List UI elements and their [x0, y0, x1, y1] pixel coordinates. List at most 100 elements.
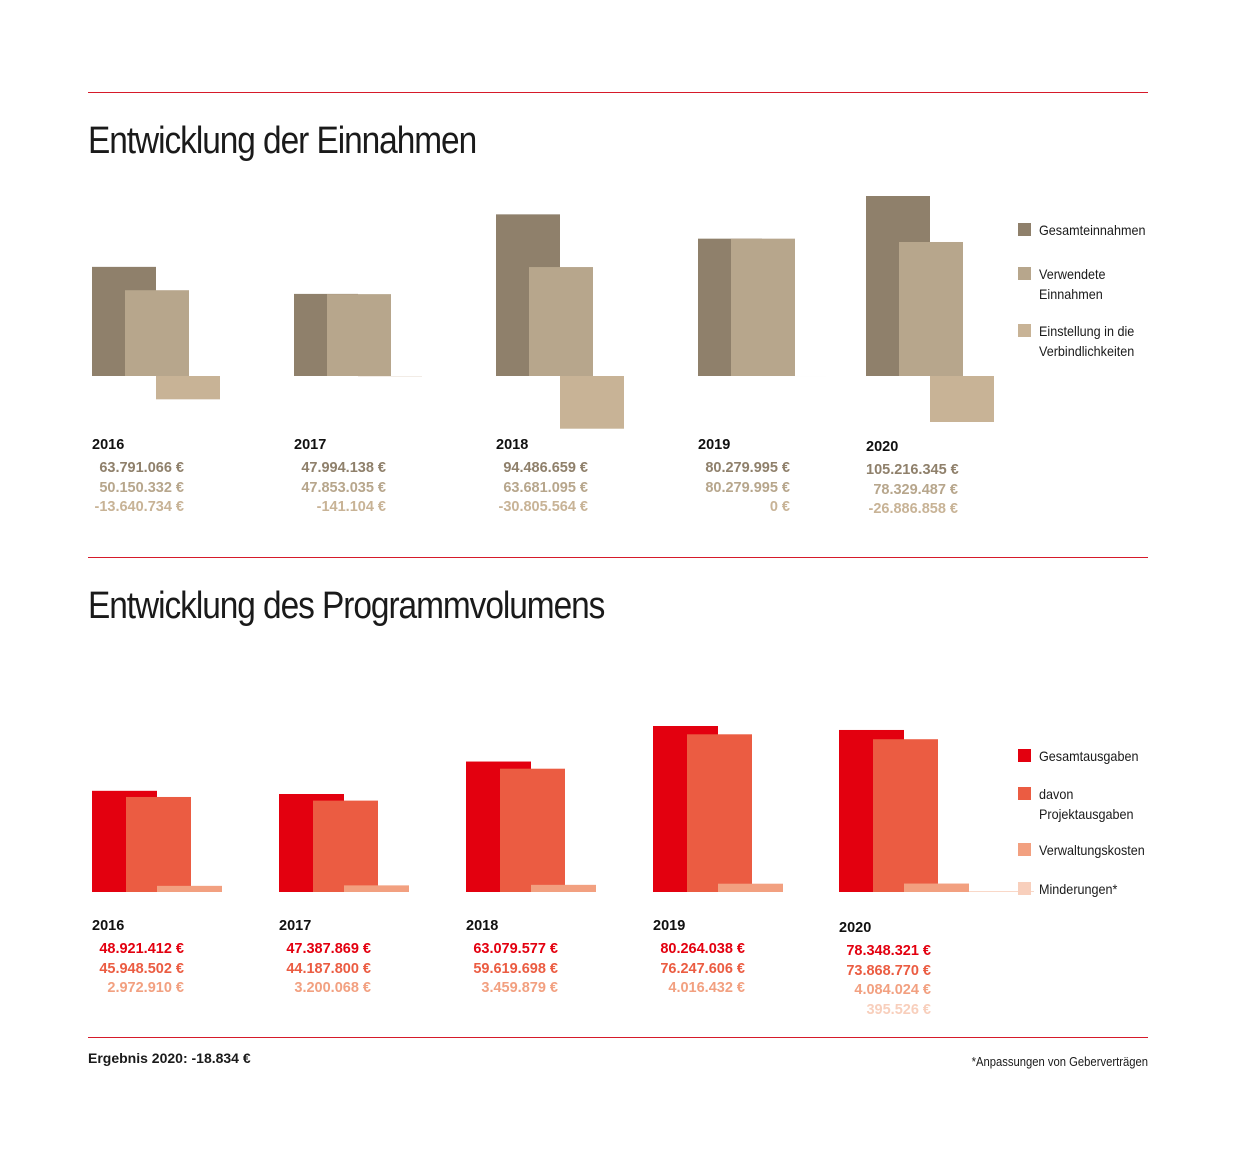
- programmvolumen-year-column: 2020 78.348.321 € 73.868.770 € 4.084.024 € 3…: [839, 920, 999, 1020]
- data-label: -13.640.734 €: [94, 499, 185, 515]
- data-label: 44.187.800 €: [286, 960, 371, 977]
- einnahmen-year-column: 2020 105.216.345 € 78.329.487 € -26.886.858…: [866, 439, 1026, 520]
- minderungen-bar: [969, 891, 1034, 892]
- year-label: 2018: [496, 437, 529, 453]
- data-label: -141.104 €: [316, 499, 386, 515]
- data-label: 105.216.345 €: [866, 462, 959, 478]
- verwaltungskosten-bar: [904, 883, 969, 892]
- section2-title: Entwicklung des Programmvolumens: [88, 585, 605, 627]
- legend-swatch: [1018, 843, 1031, 856]
- projektausgaben-bar: [687, 734, 752, 892]
- top-rule: [88, 92, 1148, 93]
- year-label: 2019: [653, 918, 686, 934]
- einnahmen-year-column: 2016 63.791.066 € 50.150.332 € -13.640.734 …: [92, 437, 252, 518]
- legend-swatch: [1018, 882, 1031, 895]
- programmvolumen-legend-item: davon Projektausgaben: [1018, 784, 1144, 824]
- legend-label: davon Projektausgaben: [1039, 786, 1134, 822]
- data-label: 50.150.332 €: [99, 479, 184, 496]
- legend-swatch: [1018, 787, 1031, 800]
- section1-title: Entwicklung der Einnahmen: [88, 120, 477, 162]
- legend-swatch: [1018, 749, 1031, 762]
- year-label: 2019: [698, 437, 731, 453]
- data-label: 78.329.487 €: [873, 481, 958, 498]
- verwaltungskosten-bar: [531, 884, 596, 892]
- einnahmen-legend-item: Verwendete Einnahmen: [1018, 264, 1113, 304]
- verwaltungskosten-bar: [344, 885, 409, 892]
- middle-rule: [88, 557, 1148, 558]
- result-text: Ergebnis 2020: -18.834 €: [88, 1050, 251, 1066]
- verwendete-einnahmen-bar: [529, 267, 593, 376]
- verwendete-einnahmen-bar: [125, 290, 189, 376]
- programmvolumen-year-column: 2016 48.921.412 € 45.948.502 € 2.972.910 €: [92, 918, 252, 999]
- data-label: 47.994.138 €: [301, 460, 386, 476]
- legend-label: Verwaltungskosten: [1039, 842, 1145, 858]
- programmvolumen-legend-item: Verwaltungskosten: [1018, 840, 1157, 860]
- data-label: -26.886.858 €: [868, 501, 959, 517]
- data-label: 73.868.770 €: [846, 962, 931, 979]
- programmvolumen-legend-item: Minderungen*: [1018, 879, 1126, 899]
- year-label: 2020: [866, 439, 899, 455]
- verwaltungskosten-bar: [157, 885, 222, 892]
- data-label: 76.247.606 €: [660, 960, 745, 977]
- programmvolumen-chart: [92, 726, 1034, 892]
- year-label: 2020: [839, 920, 872, 936]
- data-label: 47.853.035 €: [301, 479, 386, 496]
- legend-label: Gesamteinnahmen: [1039, 222, 1146, 238]
- legend-label: Verwendete Einnahmen: [1039, 266, 1106, 302]
- data-label: -30.805.564 €: [498, 499, 589, 515]
- verwendete-einnahmen-bar: [899, 241, 963, 376]
- verwaltungskosten-bar: [718, 883, 783, 892]
- programmvolumen-legend-item: Gesamtausgaben: [1018, 746, 1150, 766]
- data-label: 80.279.995 €: [705, 460, 790, 476]
- programmvolumen-year-column: 2019 80.264.038 € 76.247.606 € 4.016.432 €: [653, 918, 813, 999]
- data-label: 2.972.910 €: [107, 980, 184, 996]
- einnahmen-legend-item: Gesamteinnahmen: [1018, 220, 1157, 240]
- legend-swatch: [1018, 267, 1031, 280]
- projektausgaben-bar: [313, 800, 378, 892]
- data-label: 94.486.659 €: [503, 460, 588, 476]
- verwendete-einnahmen-bar: [731, 238, 795, 376]
- data-label: 63.681.095 €: [503, 479, 588, 496]
- einnahmen-year-column: 2018 94.486.659 € 63.681.095 € -30.805.564 …: [496, 437, 656, 518]
- data-label: 395.526 €: [866, 1001, 931, 1018]
- data-label: 4.084.024 €: [854, 982, 931, 998]
- data-label: 63.079.577 €: [473, 941, 558, 957]
- legend-label: Minderungen*: [1039, 881, 1118, 897]
- data-label: 78.348.321 €: [846, 943, 931, 959]
- data-label: 48.921.412 €: [99, 941, 184, 957]
- projektausgaben-bar: [873, 739, 938, 892]
- einnahmen-legend-item: Einstellung in die Verbindlichkeiten: [1018, 321, 1145, 361]
- legend-swatch: [1018, 223, 1031, 236]
- year-label: 2018: [466, 918, 499, 934]
- projektausgaben-bar: [126, 796, 191, 892]
- data-label: 4.016.432 €: [668, 980, 745, 996]
- einnahmen-chart: [92, 196, 994, 429]
- bottom-rule: [88, 1037, 1148, 1038]
- data-label: 3.459.879 €: [481, 980, 558, 996]
- verwendete-einnahmen-bar: [327, 294, 391, 376]
- data-label: 80.279.995 €: [705, 479, 790, 496]
- legend-label: Einstellung in die Verbindlichkeiten: [1039, 323, 1135, 359]
- data-label: 59.619.698 €: [473, 960, 558, 977]
- verbindlichkeiten-bar: [156, 376, 220, 400]
- data-label: 3.200.068 €: [294, 980, 371, 996]
- verbindlichkeiten-bar: [930, 376, 994, 422]
- projektausgaben-bar: [500, 768, 565, 892]
- data-label: 0 €: [769, 499, 790, 515]
- footnote-text: *Anpassungen von Geberverträgen: [971, 1055, 1148, 1069]
- einnahmen-year-column: 2017 47.994.138 € 47.853.035 € -141.104 €: [294, 437, 454, 518]
- year-label: 2016: [92, 918, 125, 934]
- verbindlichkeiten-bar: [560, 376, 624, 429]
- year-label: 2017: [279, 918, 312, 934]
- data-label: 47.387.869 €: [286, 941, 371, 957]
- legend-label: Gesamtausgaben: [1039, 748, 1139, 764]
- data-label: 45.948.502 €: [99, 960, 184, 977]
- programmvolumen-year-column: 2018 63.079.577 € 59.619.698 € 3.459.879 €: [466, 918, 626, 999]
- data-label: 80.264.038 €: [660, 941, 745, 957]
- einnahmen-year-column: 2019 80.279.995 € 80.279.995 € 0 €: [698, 437, 858, 518]
- programmvolumen-year-column: 2017 47.387.869 € 44.187.800 € 3.200.068 €: [279, 918, 439, 999]
- data-label: 63.791.066 €: [99, 460, 184, 476]
- year-label: 2016: [92, 437, 125, 453]
- year-label: 2017: [294, 437, 327, 453]
- legend-swatch: [1018, 324, 1031, 337]
